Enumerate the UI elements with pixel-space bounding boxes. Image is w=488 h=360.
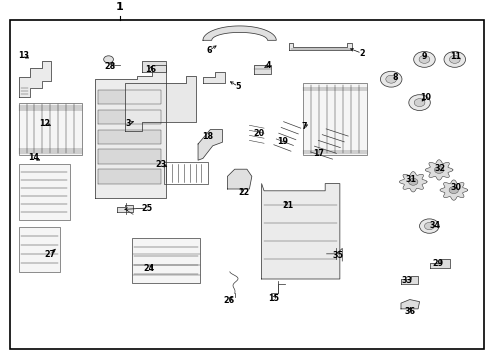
Polygon shape [198, 130, 222, 160]
Circle shape [380, 71, 401, 87]
Polygon shape [98, 110, 161, 124]
Text: 30: 30 [449, 184, 460, 192]
Circle shape [413, 99, 424, 107]
Circle shape [419, 219, 438, 233]
Text: 1: 1 [116, 1, 123, 12]
Circle shape [408, 95, 429, 111]
Text: 31: 31 [405, 175, 415, 184]
Polygon shape [98, 90, 161, 104]
Text: 25: 25 [141, 204, 152, 212]
Text: 26: 26 [223, 296, 234, 305]
Bar [19, 103, 82, 155]
Text: 17: 17 [313, 149, 324, 158]
Bar [19, 227, 60, 272]
Polygon shape [288, 43, 351, 50]
Bar [163, 162, 207, 184]
Polygon shape [425, 160, 452, 180]
Text: 24: 24 [143, 264, 154, 273]
Text: 6: 6 [206, 46, 212, 55]
Polygon shape [95, 65, 166, 198]
Circle shape [407, 178, 417, 185]
Polygon shape [98, 149, 161, 164]
Bar [19, 164, 70, 220]
Polygon shape [429, 259, 449, 268]
Polygon shape [98, 169, 161, 184]
Polygon shape [254, 65, 271, 74]
Circle shape [443, 51, 465, 67]
Polygon shape [203, 72, 224, 83]
Text: 20: 20 [253, 129, 264, 138]
Polygon shape [98, 130, 161, 144]
Text: 2: 2 [358, 49, 364, 58]
Text: 29: 29 [432, 259, 443, 268]
Text: 28: 28 [104, 62, 116, 71]
Text: 33: 33 [401, 276, 411, 285]
Text: 22: 22 [237, 188, 249, 197]
Polygon shape [227, 169, 251, 189]
Polygon shape [400, 276, 417, 284]
Text: 7: 7 [301, 122, 306, 131]
Text: 15: 15 [268, 294, 279, 302]
Text: 3: 3 [125, 118, 131, 127]
Polygon shape [203, 26, 276, 40]
Text: 35: 35 [332, 251, 343, 260]
Text: 5: 5 [235, 82, 241, 91]
Text: 4: 4 [264, 61, 270, 70]
Text: 18: 18 [202, 132, 213, 140]
Polygon shape [124, 76, 195, 131]
Circle shape [413, 51, 434, 67]
Text: 32: 32 [434, 164, 445, 173]
Circle shape [448, 55, 459, 63]
Text: 9: 9 [421, 52, 427, 61]
Text: 19: 19 [277, 136, 287, 145]
Text: 23: 23 [156, 161, 166, 169]
Polygon shape [439, 180, 467, 200]
Polygon shape [142, 61, 166, 72]
Polygon shape [19, 61, 51, 97]
Circle shape [433, 166, 443, 174]
Text: 21: 21 [282, 201, 292, 210]
Circle shape [418, 55, 429, 63]
Polygon shape [261, 184, 339, 279]
Circle shape [448, 186, 458, 194]
Polygon shape [117, 205, 133, 212]
Circle shape [424, 222, 433, 230]
Text: 8: 8 [391, 73, 397, 82]
Polygon shape [400, 300, 419, 309]
Text: 12: 12 [40, 118, 50, 127]
Text: 11: 11 [449, 52, 460, 61]
Text: 10: 10 [419, 94, 430, 102]
Text: 13: 13 [18, 51, 29, 60]
Circle shape [103, 56, 113, 63]
Text: 34: 34 [428, 220, 439, 230]
Polygon shape [399, 172, 426, 192]
Bar [303, 83, 366, 155]
Text: 14: 14 [28, 153, 39, 162]
Circle shape [385, 75, 396, 83]
Text: 27: 27 [44, 251, 55, 259]
Bar [132, 238, 200, 283]
Text: 16: 16 [145, 65, 156, 74]
Text: 36: 36 [404, 307, 414, 316]
